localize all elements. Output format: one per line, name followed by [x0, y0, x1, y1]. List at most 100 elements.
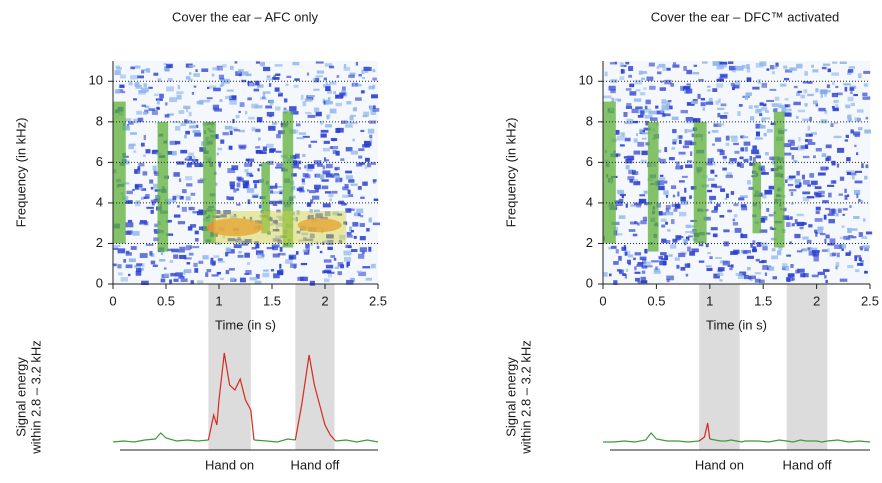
- spectrogram-cell: [292, 160, 297, 165]
- spectrogram-cell: [145, 243, 154, 246]
- spectrogram-cell: [783, 128, 788, 132]
- spectrogram-cell: [708, 131, 711, 134]
- spectrogram-cell: [785, 108, 792, 112]
- spectrogram-cell: [302, 237, 307, 242]
- spectrogram-cell: [709, 195, 716, 200]
- spectrogram-cell: [751, 149, 759, 155]
- spectrogram-cell: [610, 79, 618, 83]
- spectrogram-cell: [139, 253, 148, 258]
- spectrogram-cell: [833, 135, 842, 139]
- spectrogram-cell: [358, 155, 363, 159]
- spectrogram-cell: [173, 172, 180, 177]
- spectrogram-cell: [251, 246, 257, 250]
- spectrogram-cell: [662, 67, 671, 72]
- spectrogram-cell: [804, 71, 808, 76]
- spectrogram-cell: [319, 250, 323, 254]
- spectrogram-cell: [766, 99, 774, 102]
- spectrogram-cell: [678, 135, 683, 139]
- spectrogram-cell: [715, 137, 722, 142]
- spectrogram-cell: [787, 273, 795, 278]
- spectrogram-cell: [846, 157, 851, 162]
- spectrogram-cell: [235, 114, 240, 119]
- spectrogram-cell: [367, 128, 375, 134]
- spectrogram-cell: [682, 145, 690, 149]
- spectrogram-cell: [691, 133, 695, 138]
- spectrogram-cell: [864, 246, 869, 252]
- spectrogram-cell: [272, 246, 278, 251]
- spectrogram-band: [157, 121, 169, 252]
- spectrogram-cell: [683, 65, 687, 71]
- y-tick-label: 4: [586, 194, 593, 209]
- spectrogram-cell: [732, 218, 736, 222]
- spectrogram-cell: [864, 175, 868, 180]
- spectrogram-cell: [336, 74, 340, 78]
- spectrogram-cell: [346, 234, 353, 238]
- spectrogram-cell: [359, 236, 366, 241]
- spectrogram-cell: [689, 141, 697, 146]
- spectrogram-cell: [315, 187, 319, 193]
- spectrogram-cell: [224, 125, 233, 130]
- spectrogram-cell: [807, 142, 816, 145]
- spectrogram-cell: [146, 206, 154, 209]
- spectrogram-cell: [227, 238, 236, 242]
- spectrogram-cell: [334, 266, 340, 269]
- spectrogram-cell: [633, 138, 638, 143]
- spectrogram-cell: [766, 128, 773, 133]
- spectrogram-cell: [707, 89, 711, 92]
- spectrogram-cell: [675, 235, 682, 240]
- spectrogram-cell: [199, 147, 207, 152]
- spectrogram-cell: [862, 245, 870, 249]
- spectrogram-cell: [323, 240, 329, 244]
- spectrogram-cell: [684, 140, 693, 146]
- spectrogram-cell: [262, 92, 266, 97]
- spectrogram-cell: [789, 216, 793, 220]
- spectrogram-cell: [128, 273, 131, 277]
- spectrogram-cell: [641, 77, 645, 80]
- spectrogram-cell: [768, 214, 774, 217]
- spectrogram-cell: [794, 219, 798, 225]
- spectrogram-cell: [692, 118, 701, 123]
- spectrogram-cell: [697, 93, 701, 99]
- spectrogram-cell: [850, 172, 857, 176]
- spectrogram-cell: [169, 259, 174, 263]
- spectrogram-cell: [631, 108, 639, 114]
- spectrogram-cell: [364, 165, 368, 169]
- spectrogram-cell: [718, 123, 725, 126]
- spectrogram-cell: [343, 64, 347, 69]
- spectrogram-cell: [259, 215, 263, 218]
- spectrogram-cell: [822, 200, 829, 204]
- spectrogram-cell: [176, 94, 182, 100]
- spectrogram-cell: [637, 262, 645, 265]
- spectrogram-cell: [180, 278, 188, 283]
- spectrogram-cell: [770, 237, 777, 241]
- spectrogram-cell: [818, 107, 826, 112]
- span-label: Hand off: [783, 457, 832, 472]
- spectrogram-cell: [685, 273, 689, 277]
- spectrogram-cell: [815, 206, 821, 211]
- spectrogram-cell: [609, 273, 612, 277]
- spectrogram-cell: [278, 92, 283, 97]
- spectrogram-cell: [114, 70, 121, 76]
- spectrogram-cell: [345, 147, 353, 152]
- spectrogram-cell: [296, 210, 300, 215]
- spectrogram-cell: [752, 248, 757, 252]
- spectrogram-cell: [853, 216, 860, 220]
- spectrogram-cell: [171, 248, 179, 253]
- spectrogram-cell: [762, 103, 767, 107]
- spectrogram-cell: [608, 246, 612, 250]
- spectrogram-cell: [857, 73, 862, 79]
- spectrogram-cell: [141, 104, 147, 107]
- spectrogram-cell: [372, 222, 381, 226]
- spectrogram-cell: [856, 109, 864, 113]
- spectrogram-cell: [194, 230, 199, 235]
- spectrogram-cell: [177, 205, 180, 208]
- spectrogram-cell: [784, 152, 792, 156]
- spectrogram-cell: [113, 247, 119, 251]
- spectrogram-cell: [668, 157, 675, 161]
- spectrogram-cell: [754, 278, 761, 283]
- spectrogram-cell: [190, 280, 194, 284]
- spectrogram-cell: [183, 257, 192, 260]
- spectrogram-cell: [818, 190, 825, 194]
- spectrogram-cell: [624, 251, 628, 256]
- spectrogram-cell: [213, 210, 221, 215]
